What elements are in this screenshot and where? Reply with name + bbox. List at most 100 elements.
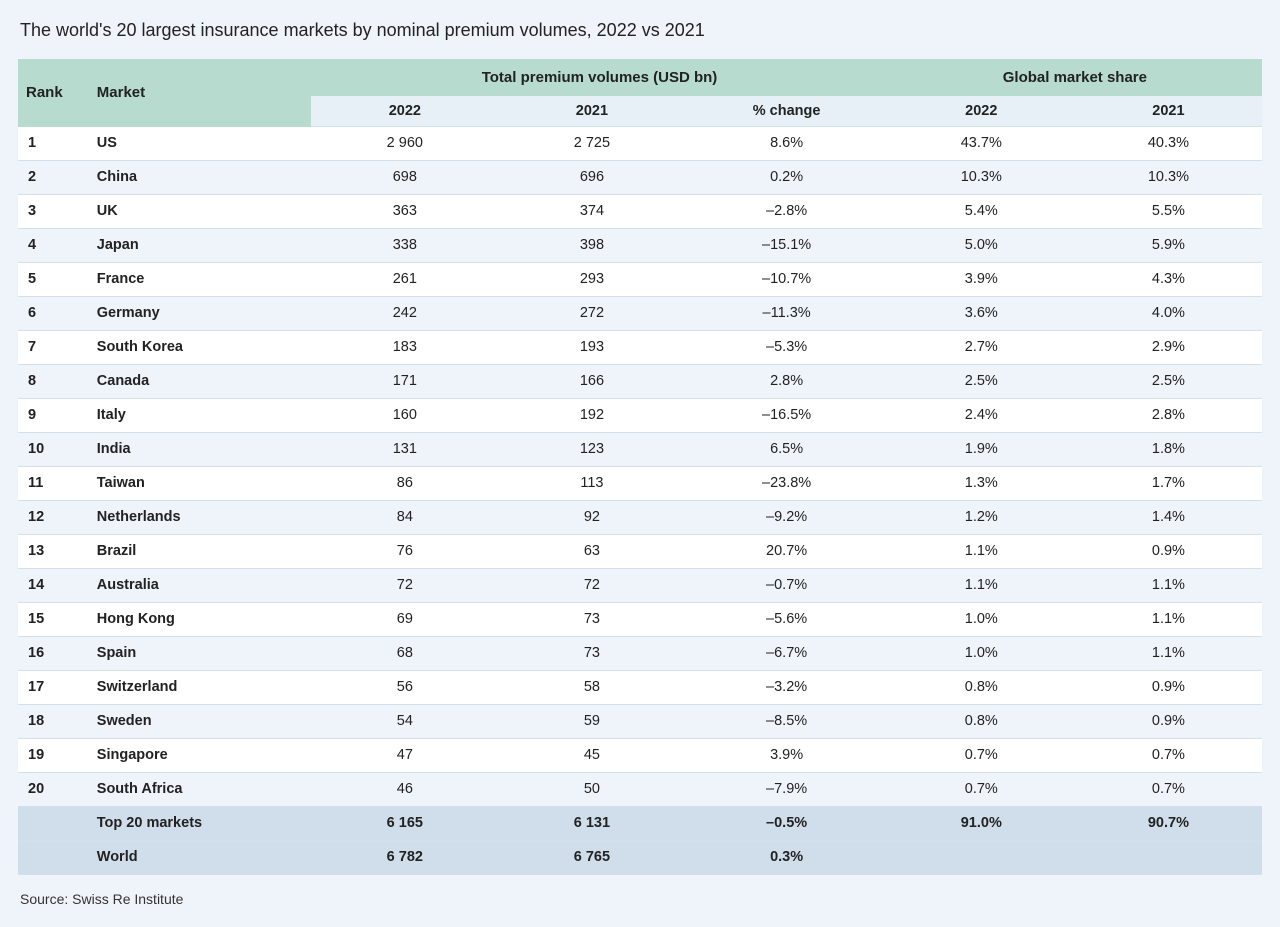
cell-market: Brazil (89, 535, 312, 569)
cell-vol-2022: 69 (311, 603, 498, 637)
cell-rank: 13 (18, 535, 89, 569)
cell-market: World (89, 841, 312, 875)
cell-vol-2021: 73 (498, 603, 685, 637)
cell-share-2022: 2.5% (888, 365, 1075, 399)
cell-vol-2021: 72 (498, 569, 685, 603)
table-row: 12Netherlands8492–9.2%1.2%1.4% (18, 501, 1262, 535)
cell-share-2021 (1075, 841, 1262, 875)
table-row: 1US2 9602 7258.6%43.7%40.3% (18, 127, 1262, 161)
cell-rank: 2 (18, 161, 89, 195)
cell-market: UK (89, 195, 312, 229)
cell-rank: 10 (18, 433, 89, 467)
cell-change: –11.3% (685, 297, 887, 331)
col-header-premium-group: Total premium volumes (USD bn) (311, 59, 887, 96)
cell-share-2021: 4.0% (1075, 297, 1262, 331)
cell-market: Australia (89, 569, 312, 603)
cell-rank: 14 (18, 569, 89, 603)
cell-market: South Africa (89, 773, 312, 807)
cell-market: US (89, 127, 312, 161)
cell-vol-2022: 131 (311, 433, 498, 467)
cell-rank: 7 (18, 331, 89, 365)
cell-rank: 5 (18, 263, 89, 297)
cell-market: Spain (89, 637, 312, 671)
cell-share-2021: 1.4% (1075, 501, 1262, 535)
cell-rank: 4 (18, 229, 89, 263)
col-header-change: % change (685, 96, 887, 127)
table-row: 10India1311236.5%1.9%1.8% (18, 433, 1262, 467)
page-title: The world's 20 largest insurance markets… (20, 20, 1262, 41)
cell-vol-2022: 183 (311, 331, 498, 365)
cell-share-2022: 3.6% (888, 297, 1075, 331)
cell-vol-2021: 398 (498, 229, 685, 263)
table-row: 14Australia7272–0.7%1.1%1.1% (18, 569, 1262, 603)
table-row: 9Italy160192–16.5%2.4%2.8% (18, 399, 1262, 433)
cell-rank: 18 (18, 705, 89, 739)
cell-rank: 16 (18, 637, 89, 671)
cell-vol-2022: 54 (311, 705, 498, 739)
cell-share-2022: 0.7% (888, 739, 1075, 773)
cell-vol-2022: 2 960 (311, 127, 498, 161)
cell-market: Singapore (89, 739, 312, 773)
cell-share-2021: 1.1% (1075, 603, 1262, 637)
table-row: 8Canada1711662.8%2.5%2.5% (18, 365, 1262, 399)
cell-vol-2022: 698 (311, 161, 498, 195)
table-row: 13Brazil766320.7%1.1%0.9% (18, 535, 1262, 569)
cell-rank: 19 (18, 739, 89, 773)
cell-vol-2021: 63 (498, 535, 685, 569)
cell-share-2021: 0.7% (1075, 739, 1262, 773)
cell-vol-2021: 272 (498, 297, 685, 331)
cell-change: –0.5% (685, 807, 887, 841)
cell-share-2022: 1.1% (888, 569, 1075, 603)
cell-vol-2021: 374 (498, 195, 685, 229)
col-header-vol-2021: 2021 (498, 96, 685, 127)
cell-market: Hong Kong (89, 603, 312, 637)
cell-change: 0.2% (685, 161, 887, 195)
cell-change: 0.3% (685, 841, 887, 875)
col-header-rank: Rank (18, 59, 89, 127)
cell-vol-2022: 76 (311, 535, 498, 569)
cell-change: –3.2% (685, 671, 887, 705)
cell-vol-2021: 192 (498, 399, 685, 433)
cell-share-2022: 43.7% (888, 127, 1075, 161)
source-note: Source: Swiss Re Institute (20, 891, 1262, 907)
table-row: 11Taiwan86113–23.8%1.3%1.7% (18, 467, 1262, 501)
cell-share-2021: 0.9% (1075, 671, 1262, 705)
cell-change: –16.5% (685, 399, 887, 433)
cell-vol-2021: 696 (498, 161, 685, 195)
table-row: 17Switzerland5658–3.2%0.8%0.9% (18, 671, 1262, 705)
cell-rank: 3 (18, 195, 89, 229)
cell-share-2022: 2.4% (888, 399, 1075, 433)
table-row: 6Germany242272–11.3%3.6%4.0% (18, 297, 1262, 331)
cell-share-2021: 1.1% (1075, 637, 1262, 671)
cell-change: 3.9% (685, 739, 887, 773)
cell-vol-2021: 92 (498, 501, 685, 535)
cell-vol-2022: 160 (311, 399, 498, 433)
cell-vol-2021: 45 (498, 739, 685, 773)
table-row: 16Spain6873–6.7%1.0%1.1% (18, 637, 1262, 671)
cell-market: Italy (89, 399, 312, 433)
cell-rank: 17 (18, 671, 89, 705)
cell-vol-2021: 166 (498, 365, 685, 399)
table-row: 7South Korea183193–5.3%2.7%2.9% (18, 331, 1262, 365)
cell-share-2021: 0.7% (1075, 773, 1262, 807)
col-header-market: Market (89, 59, 312, 127)
cell-share-2021: 40.3% (1075, 127, 1262, 161)
cell-change: –23.8% (685, 467, 887, 501)
col-header-vol-2022: 2022 (311, 96, 498, 127)
table-row: 15Hong Kong6973–5.6%1.0%1.1% (18, 603, 1262, 637)
cell-share-2022: 1.1% (888, 535, 1075, 569)
cell-vol-2021: 193 (498, 331, 685, 365)
cell-rank-blank (18, 807, 89, 841)
cell-rank: 6 (18, 297, 89, 331)
cell-vol-2021: 6 765 (498, 841, 685, 875)
cell-market: India (89, 433, 312, 467)
cell-share-2021: 1.7% (1075, 467, 1262, 501)
cell-vol-2022: 261 (311, 263, 498, 297)
cell-share-2021: 2.9% (1075, 331, 1262, 365)
cell-rank: 11 (18, 467, 89, 501)
cell-vol-2021: 58 (498, 671, 685, 705)
cell-share-2021: 1.1% (1075, 569, 1262, 603)
cell-rank-blank (18, 841, 89, 875)
cell-change: –5.3% (685, 331, 887, 365)
cell-vol-2021: 293 (498, 263, 685, 297)
